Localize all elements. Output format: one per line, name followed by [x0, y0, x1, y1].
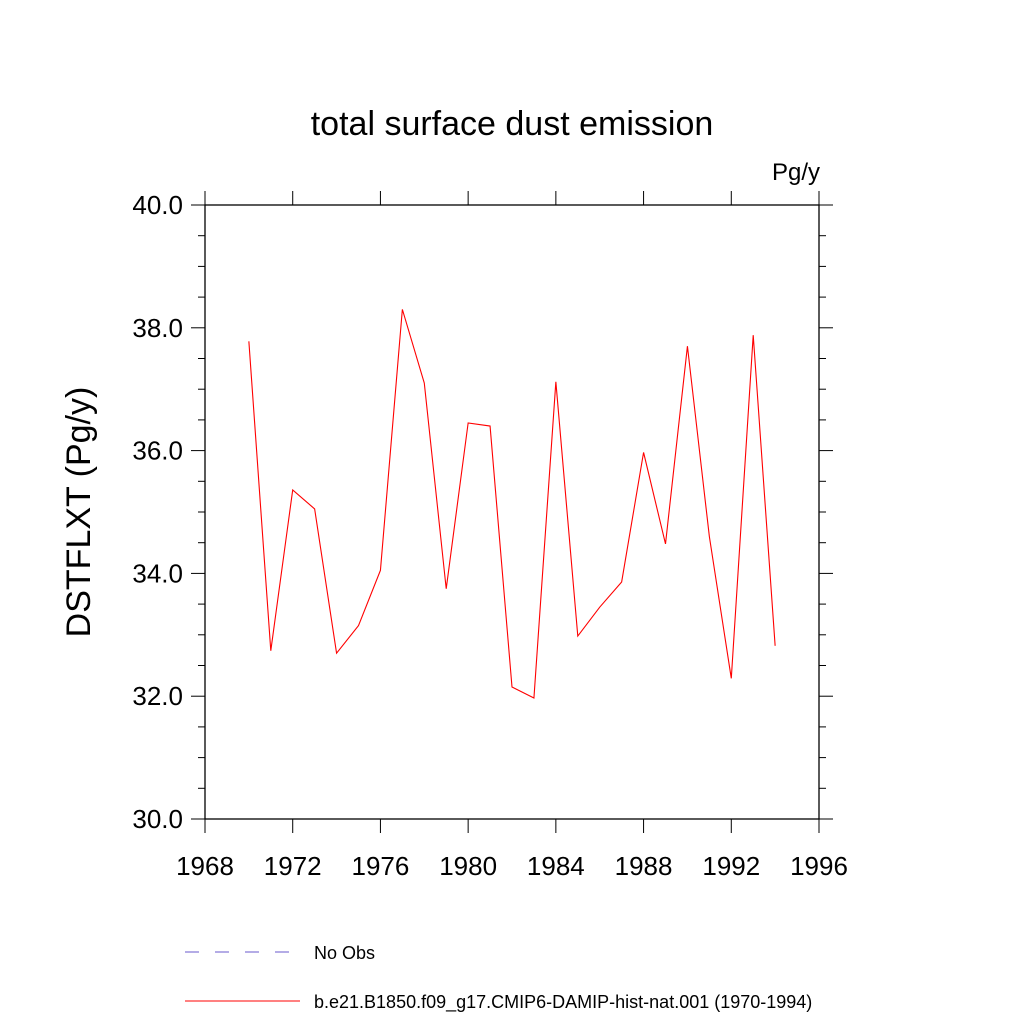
- x-tick-label: 1984: [527, 851, 585, 881]
- chart-title: total surface dust emission: [311, 105, 714, 143]
- y-tick-label: 40.0: [132, 190, 183, 220]
- y-tick-label: 38.0: [132, 313, 183, 343]
- plot-frame: [204, 204, 820, 820]
- series-group: [248, 309, 776, 699]
- y-axis-label: DSTFLXT (Pg/y): [60, 387, 98, 638]
- x-tick-label: 1968: [176, 851, 234, 881]
- series-line: [248, 309, 776, 699]
- y-tick-label: 30.0: [132, 804, 183, 834]
- legend-label: b.e21.B1850.f09_g17.CMIP6-DAMIP-hist-nat…: [314, 992, 812, 1013]
- x-tick-label: 1988: [615, 851, 673, 881]
- x-tick-label: 1996: [790, 851, 848, 881]
- x-tick-label: 1972: [264, 851, 322, 881]
- legend-label: No Obs: [314, 943, 375, 963]
- x-tick-label: 1976: [352, 851, 410, 881]
- x-tick-label: 1980: [439, 851, 497, 881]
- legend: No Obs b.e21.B1850.f09_g17.CMIP6-DAMIP-hi…: [185, 943, 812, 1013]
- y-tick-label: 32.0: [132, 681, 183, 711]
- units-label: Pg/y: [772, 159, 820, 186]
- tick-labels: 30.0 32.0 34.0 36.0 38.0 40.0 1968 1972 1976 1980…: [132, 190, 848, 881]
- y-tick-label: 34.0: [132, 558, 183, 588]
- y-tick-label: 36.0: [132, 436, 183, 466]
- axis-ticks: [191, 191, 833, 833]
- x-tick-label: 1992: [702, 851, 760, 881]
